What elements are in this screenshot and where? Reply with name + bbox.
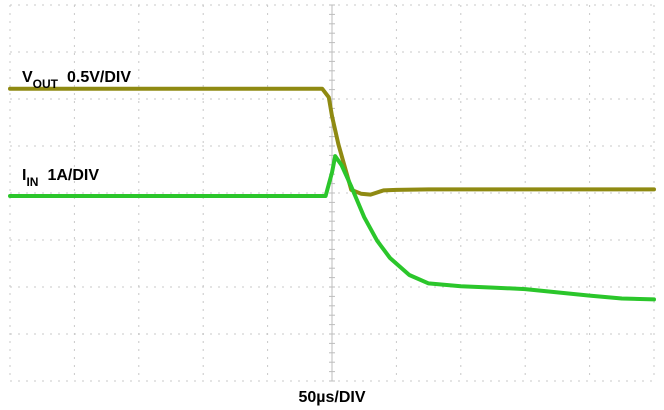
iin-label-scale: 1A/DIV bbox=[47, 167, 99, 184]
vout-label-main: V bbox=[22, 69, 33, 86]
vout-label-sub: OUT bbox=[33, 77, 59, 91]
vout-label-scale: 0.5V/DIV bbox=[67, 69, 131, 86]
iin-trace bbox=[8, 154, 656, 302]
iin-trace-label: IIN 1A/DIV bbox=[22, 167, 99, 189]
iin-label-main: I bbox=[22, 167, 26, 184]
plot-grid bbox=[9, 4, 655, 382]
iin-label-sub: IN bbox=[26, 175, 38, 189]
vout-trace bbox=[8, 86, 656, 197]
vout-trace-label: VOUT 0.5V/DIV bbox=[22, 69, 131, 91]
time-scale-label: 50µs/DIV bbox=[298, 389, 365, 406]
plot-traces bbox=[8, 86, 656, 302]
